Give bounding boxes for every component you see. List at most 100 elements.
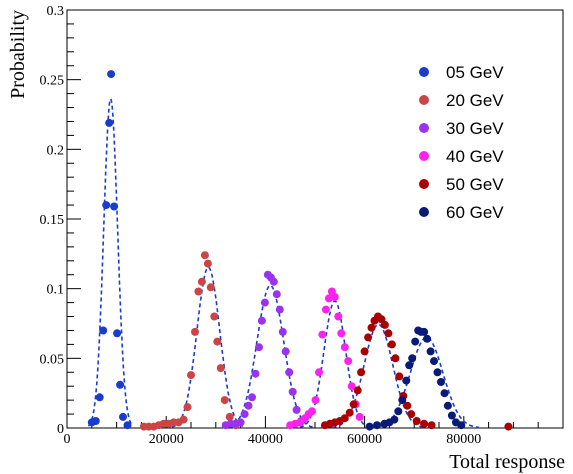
data-point (110, 202, 119, 211)
legend-label: 40 GeV (446, 147, 504, 166)
data-point (433, 368, 442, 377)
data-point (123, 421, 132, 430)
x-tick-label: 60000 (347, 432, 382, 447)
data-point (504, 422, 513, 431)
data-point (210, 312, 219, 321)
data-point (373, 421, 381, 430)
data-point (191, 327, 199, 336)
data-point (380, 320, 389, 329)
data-point (337, 329, 346, 338)
data-point (95, 393, 104, 402)
y-tick-label: 0.25 (40, 74, 65, 89)
data-point (179, 415, 188, 424)
data-point (345, 408, 354, 417)
y-tick-label: 0.15 (40, 213, 65, 228)
data-point (437, 378, 445, 386)
legend-label: 20 GeV (446, 91, 504, 110)
legend-label: 60 GeV (446, 203, 504, 222)
data-point (387, 340, 396, 349)
data-point (384, 329, 393, 338)
data-point (251, 369, 260, 378)
data-point (398, 396, 407, 405)
data-point (340, 343, 349, 352)
legend-marker (419, 151, 429, 161)
data-point (411, 337, 420, 346)
data-point (99, 326, 108, 335)
data-point (407, 410, 416, 419)
data-point (330, 293, 339, 301)
data-point (311, 396, 320, 405)
data-point (107, 70, 116, 79)
data-point (321, 305, 330, 314)
fit-curve (171, 266, 246, 428)
data-point (391, 354, 400, 363)
legend-label: 50 GeV (446, 175, 504, 194)
fit-curves (87, 97, 480, 429)
data-point (423, 334, 432, 343)
data-point (405, 361, 414, 370)
data-point (216, 364, 225, 373)
data-point (257, 316, 266, 325)
data-point (340, 414, 349, 423)
data-point (355, 412, 364, 421)
data-point (353, 386, 362, 395)
data-points (87, 70, 513, 431)
data-point (349, 400, 358, 409)
data-point (194, 287, 203, 296)
x-tick-label: 80000 (446, 432, 481, 447)
y-tick-label: 0.2 (47, 143, 65, 158)
data-point (365, 422, 374, 431)
data-point (255, 343, 263, 352)
x-tick-label: 40000 (248, 432, 283, 447)
data-point (183, 403, 192, 412)
data-point (102, 201, 111, 210)
x-tick-label: 0 (64, 432, 71, 447)
data-point (315, 368, 323, 377)
data-point (213, 337, 222, 346)
data-point (427, 421, 436, 430)
data-point (292, 405, 301, 414)
data-point (443, 401, 452, 410)
data-point (403, 401, 412, 410)
data-point (119, 412, 127, 421)
data-point (116, 380, 125, 389)
data-point (395, 372, 404, 381)
legend-label: 05 GeV (446, 63, 504, 82)
data-point (260, 298, 269, 307)
y-tick-label: 0.1 (47, 283, 65, 298)
x-axis-label: Total response (449, 451, 565, 473)
data-point (430, 357, 438, 366)
data-point (447, 411, 456, 420)
x-tick-label: 20000 (149, 432, 184, 447)
data-point (334, 312, 343, 321)
fit-curve (87, 97, 134, 427)
y-axis-label: Probability (7, 10, 29, 99)
data-point (275, 305, 284, 314)
data-point (200, 251, 209, 260)
data-point (344, 357, 353, 366)
data-point (187, 371, 195, 380)
data-point (408, 354, 417, 363)
legend-marker (419, 123, 429, 133)
data-point (269, 277, 278, 286)
data-point (390, 415, 399, 424)
data-point (308, 407, 316, 416)
data-point (285, 368, 294, 377)
data-point (105, 118, 114, 127)
data-point (206, 283, 215, 292)
legend-marker (419, 207, 429, 217)
legend: 05 GeV 20 GeV 30 GeV 40 GeV 50 GeV 60 GeV (419, 63, 504, 222)
data-point (288, 387, 297, 396)
data-point (426, 347, 435, 356)
y-tick-label: 0.3 (47, 4, 65, 19)
data-point (197, 277, 206, 286)
data-point (367, 323, 376, 332)
data-point (360, 347, 369, 356)
legend-marker (419, 67, 429, 77)
data-point (220, 396, 229, 405)
data-point (402, 376, 411, 385)
data-point (457, 421, 466, 430)
data-point (203, 259, 212, 268)
legend-marker (419, 95, 429, 105)
